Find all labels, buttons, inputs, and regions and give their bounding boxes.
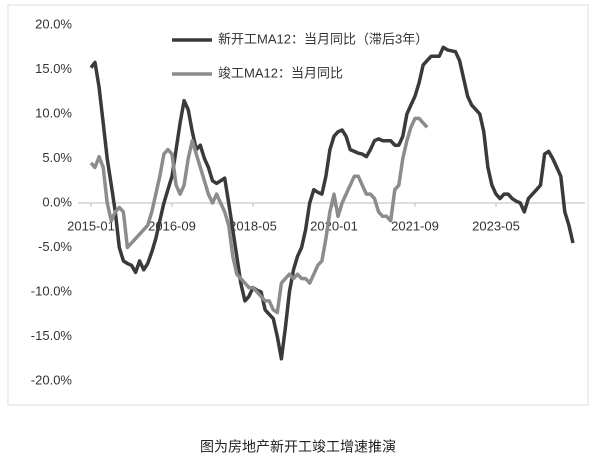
y-tick-label: 15.0% [35,61,72,76]
caption: 图为房地产新开工竣工增速推演 [200,439,396,455]
x-tick-label: 2018-05 [229,218,277,233]
x-tick-label: 2020-01 [310,218,358,233]
x-tick-label: 2023-05 [472,218,520,233]
y-tick-label: -5.0% [38,239,72,254]
series-line [89,45,575,361]
y-tick-label: 20.0% [35,16,72,31]
y-tick-label: 0.0% [42,194,72,209]
y-tick-label: -15.0% [31,328,73,343]
chart-frame [7,4,589,406]
x-tick-label: 2021-09 [391,218,439,233]
y-tick-label: 10.0% [35,105,72,120]
y-tick-label: -10.0% [31,283,73,298]
legend-label: 新开工MA12：当月同比（滞后3年） [218,31,428,46]
y-tick-label: 5.0% [42,150,72,165]
x-tick-label: 2016-09 [148,218,196,233]
legend-label: 竣工MA12：当月同比 [218,65,343,80]
series-line [89,116,429,315]
y-tick-label: -20.0% [31,372,73,387]
x-tick-label: 2015-01 [67,218,115,233]
